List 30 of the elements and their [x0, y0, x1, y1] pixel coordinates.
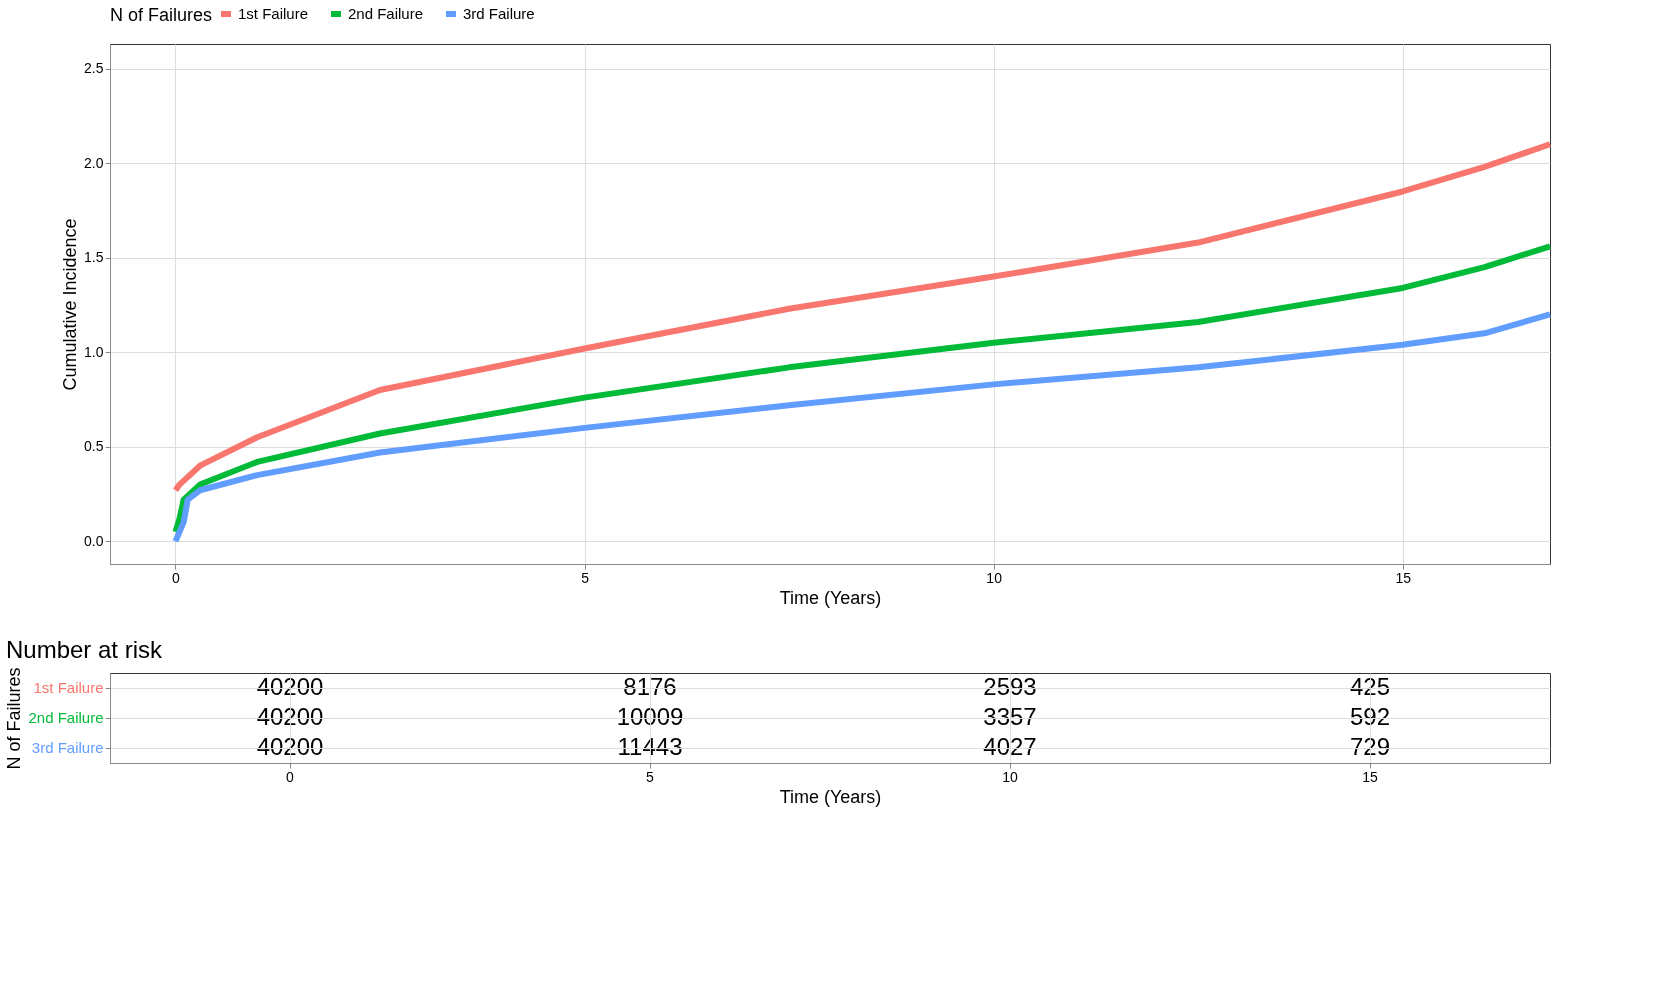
legend-label: 1st Failure	[238, 5, 309, 22]
legend-label: 2nd Failure	[348, 5, 424, 22]
x-tick-label: 10	[986, 569, 1003, 586]
x-axis-title: Time (Years)	[779, 786, 882, 807]
chart-title: Number at risk	[5, 635, 163, 663]
legend-label: 3rd Failure	[463, 5, 535, 22]
data-label: 3357	[983, 703, 1037, 730]
x-axis-title: Time (Years)	[779, 587, 882, 608]
data-label: 4027	[983, 733, 1037, 760]
legend-title: N of Failures	[110, 5, 213, 25]
y-tick-label: 1st Failure	[33, 679, 104, 696]
y-tick-label: 2.0	[84, 154, 104, 171]
y-axis-title: N of Failures	[4, 667, 25, 770]
x-tick-label: 5	[646, 768, 655, 785]
y-tick-label: 1.5	[84, 249, 104, 266]
y-tick-label: 3rd Failure	[31, 739, 104, 756]
y-tick-label: 0.5	[84, 438, 104, 455]
y-axis-title: Cumulative Incidence	[60, 218, 81, 391]
x-tick-label: 15	[1362, 768, 1378, 785]
y-tick-label: 1.0	[84, 343, 104, 360]
y-tick-label: 0.0	[84, 532, 104, 549]
x-tick-label: 15	[1395, 569, 1412, 586]
x-tick-label: 10	[1002, 768, 1018, 785]
y-tick-label: 2nd Failure	[28, 709, 104, 726]
x-tick-label: 5	[581, 569, 590, 586]
data-label: 8176	[623, 673, 677, 700]
x-tick-label: 0	[286, 768, 295, 785]
data-label: 2593	[983, 673, 1037, 700]
x-tick-label: 0	[172, 569, 181, 586]
y-tick-label: 2.5	[84, 60, 104, 77]
